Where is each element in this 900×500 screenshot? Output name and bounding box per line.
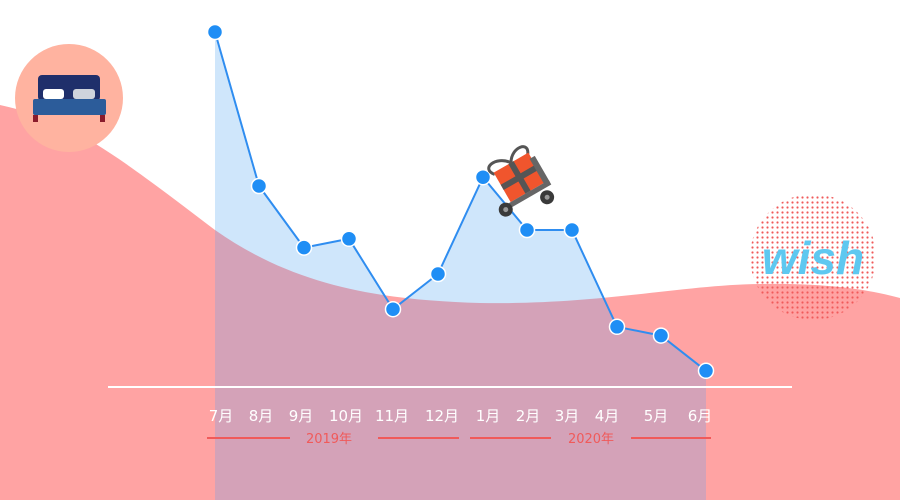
data-point-1 [206,23,224,41]
data-point-11 [652,327,670,344]
year-label: 2019年 [306,432,352,447]
x-tick-label: 11月 [375,407,409,425]
x-tick-label: 4月 [595,407,620,425]
data-point-8 [518,221,536,239]
wish-logo-text: wish [762,232,864,284]
x-tick-label: 10月 [329,407,363,425]
x-tick-labels: 7月 8月 9月 10月 11月 12月 1月 2月 3月 4月 5月 6月 [209,407,713,425]
year-groups: 2019年 2020年 [207,432,711,447]
data-point-9 [563,221,581,239]
bed-icon [15,44,123,152]
wish-logo: wish [750,194,876,320]
x-tick-label: 9月 [289,407,314,425]
x-tick-label: 5月 [644,407,669,425]
x-tick-label: 3月 [555,407,580,425]
data-point-6 [429,265,447,283]
data-point-4 [340,230,358,248]
data-point-12 [697,362,715,380]
x-tick-label: 6月 [688,407,713,425]
data-point-7 [474,168,492,186]
data-point-5 [384,300,402,318]
year-label: 2020年 [568,432,614,447]
x-tick-label: 12月 [425,407,459,425]
x-tick-label: 2月 [516,407,541,425]
data-points-layer [206,23,715,380]
x-tick-label: 1月 [476,407,501,425]
x-tick-label: 7月 [209,407,234,425]
data-point-3 [295,239,313,256]
data-point-10 [608,318,626,336]
x-tick-label: 8月 [249,407,274,425]
data-point-2 [250,177,268,195]
hand-truck-gift-icon [487,145,555,217]
